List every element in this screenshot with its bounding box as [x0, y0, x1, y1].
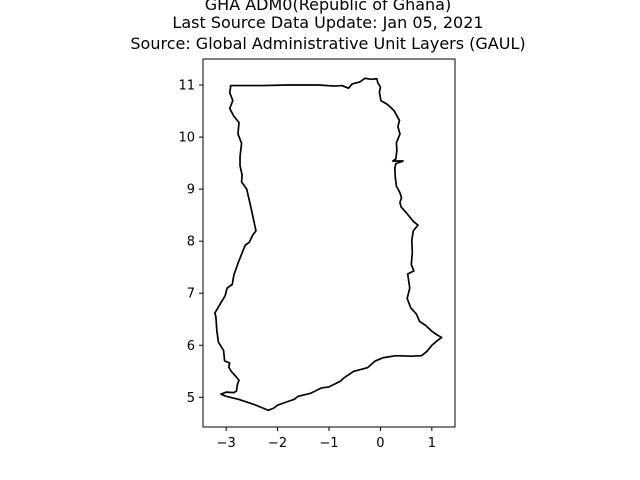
title-line-1: GHA ADM0(Republic of Ghana) [205, 0, 451, 14]
plot-area: −3 −2 −1 0 1 5 6 7 8 9 10 11 [178, 58, 456, 451]
y-tick-label: 7 [187, 287, 195, 302]
y-tick-label: 8 [187, 235, 195, 250]
y-tick-label: 5 [187, 391, 195, 406]
y-tick-label: 9 [187, 183, 195, 198]
y-tick-label: 6 [187, 339, 195, 354]
x-tick-label: −2 [268, 436, 287, 451]
title-line-2: Last Source Data Update: Jan 05, 2021 [172, 13, 483, 32]
y-tick-label: 11 [178, 79, 195, 94]
title-line-3: Source: Global Administrative Unit Layer… [130, 34, 525, 53]
x-tick-label: −1 [319, 436, 338, 451]
x-tick-label: 0 [376, 436, 384, 451]
country-boundary [213, 77, 443, 412]
x-tick-label: 1 [428, 436, 436, 451]
y-tick-label: 10 [178, 131, 195, 146]
x-tick-label: −3 [217, 436, 236, 451]
